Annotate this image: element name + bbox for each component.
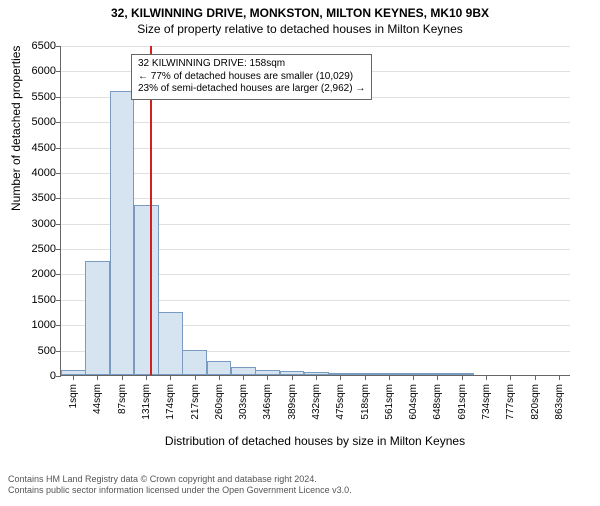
histogram-bar bbox=[110, 91, 135, 375]
plot-area: 32 KILWINNING DRIVE: 158sqm← 77% of deta… bbox=[60, 46, 570, 376]
x-tick-label: 87sqm bbox=[117, 384, 128, 414]
y-tick-label: 1500 bbox=[32, 294, 56, 306]
x-tick-label: 820sqm bbox=[530, 384, 541, 420]
y-tick-label: 1000 bbox=[32, 319, 56, 331]
x-tick-label: 174sqm bbox=[165, 384, 176, 420]
footer-attribution: Contains HM Land Registry data © Crown c… bbox=[8, 474, 352, 496]
chart-title-line2: Size of property relative to detached ho… bbox=[0, 22, 600, 36]
y-tick-label: 2000 bbox=[32, 268, 56, 280]
callout-line: 32 KILWINNING DRIVE: 158sqm bbox=[138, 58, 365, 71]
footer-line2: Contains public sector information licen… bbox=[8, 485, 352, 496]
callout-line: 23% of semi-detached houses are larger (… bbox=[138, 83, 365, 96]
y-tick-label: 6500 bbox=[32, 40, 56, 52]
y-tick-label: 2500 bbox=[32, 243, 56, 255]
y-tick-label: 4500 bbox=[32, 142, 56, 154]
x-tick-label: 346sqm bbox=[262, 384, 273, 420]
y-tick-label: 3000 bbox=[32, 218, 56, 230]
histogram-bar bbox=[182, 350, 207, 375]
callout-line: ← 77% of detached houses are smaller (10… bbox=[138, 71, 365, 84]
chart-container: Number of detached properties 32 KILWINN… bbox=[0, 36, 600, 456]
histogram-bar bbox=[231, 367, 256, 375]
y-tick-label: 4000 bbox=[32, 167, 56, 179]
callout-box: 32 KILWINNING DRIVE: 158sqm← 77% of deta… bbox=[131, 54, 372, 100]
y-tick-label: 6000 bbox=[32, 65, 56, 77]
x-tick-label: 691sqm bbox=[457, 384, 468, 420]
histogram-bar bbox=[158, 312, 183, 375]
footer-line1: Contains HM Land Registry data © Crown c… bbox=[8, 474, 352, 485]
y-tick-label: 500 bbox=[38, 345, 56, 357]
x-axis-label: Distribution of detached houses by size … bbox=[60, 434, 570, 448]
y-tick-label: 0 bbox=[50, 370, 56, 382]
histogram-bar bbox=[134, 205, 159, 375]
x-tick-label: 604sqm bbox=[408, 384, 419, 420]
x-tick-label: 260sqm bbox=[214, 384, 225, 420]
x-tick-label: 44sqm bbox=[92, 384, 103, 414]
x-tick-label: 131sqm bbox=[141, 384, 152, 420]
x-tick-label: 777sqm bbox=[505, 384, 516, 420]
x-tick-label: 734sqm bbox=[481, 384, 492, 420]
histogram-bar bbox=[207, 361, 232, 375]
x-tick-label: 518sqm bbox=[360, 384, 371, 420]
y-tick-label: 5500 bbox=[32, 91, 56, 103]
x-tick-label: 648sqm bbox=[432, 384, 443, 420]
y-axis-label: Number of detached properties bbox=[9, 46, 23, 211]
x-tick-label: 389sqm bbox=[287, 384, 298, 420]
x-tick-label: 561sqm bbox=[384, 384, 395, 420]
chart-title-line1: 32, KILWINNING DRIVE, MONKSTON, MILTON K… bbox=[0, 6, 600, 20]
y-tick-label: 5000 bbox=[32, 116, 56, 128]
x-tick-label: 303sqm bbox=[238, 384, 249, 420]
x-tick-label: 863sqm bbox=[554, 384, 565, 420]
x-tick-label: 1sqm bbox=[68, 384, 79, 408]
y-tick-label: 3500 bbox=[32, 192, 56, 204]
x-tick-label: 217sqm bbox=[190, 384, 201, 420]
histogram-bar bbox=[85, 261, 110, 375]
x-tick-label: 432sqm bbox=[311, 384, 322, 420]
x-tick-label: 475sqm bbox=[335, 384, 346, 420]
